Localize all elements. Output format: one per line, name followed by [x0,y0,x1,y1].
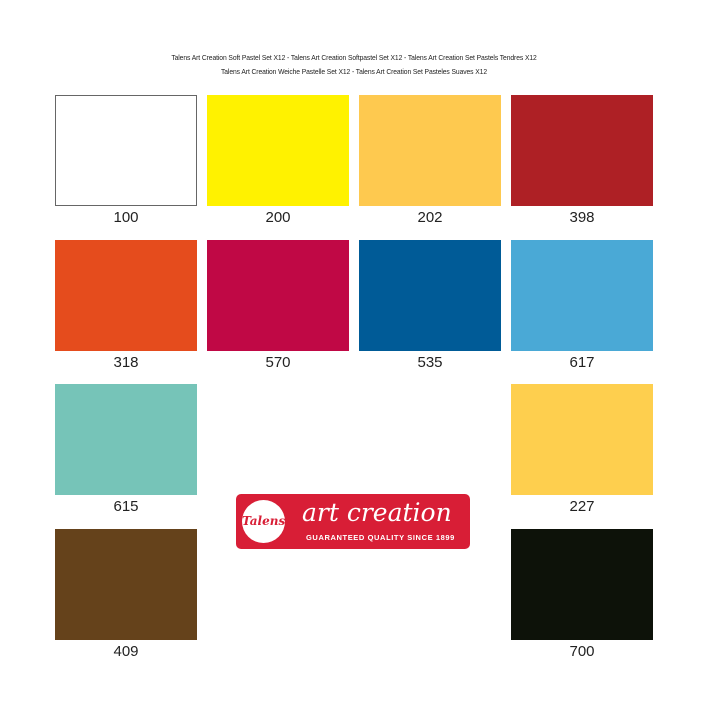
color-swatch [359,239,501,351]
color-swatch [511,239,653,351]
header-line-2: Talens Art Creation Weiche Pastelle Set … [220,67,488,76]
brand-name: art creation [302,498,452,527]
swatch-318: 318 [55,239,197,371]
brand-tagline: GUARANTEED QUALITY SINCE 1899 [306,533,455,542]
swatch-398: 398 [511,95,653,226]
swatch-227: 227 [511,384,653,515]
swatch-700: 700 [511,528,653,660]
color-swatch [511,95,653,206]
color-swatch [55,528,197,640]
color-code-label: 617 [569,353,595,371]
color-code-label: 700 [569,642,595,660]
swatch-100: 100 [55,95,197,226]
swatch-617: 617 [511,239,653,371]
color-code-label: 409 [113,642,139,660]
color-code-label: 615 [113,498,139,515]
color-swatch [55,384,197,495]
swatch-202: 202 [359,95,501,226]
color-code-label: 570 [265,353,291,371]
color-code-label: 318 [113,353,139,371]
swatch-409: 409 [55,528,197,660]
swatch-570: 570 [207,239,349,371]
color-code-label: 200 [265,209,291,226]
talens-seal-logo: Talens [242,500,285,543]
talens-art-creation-logo: Talens art creation GUARANTEED QUALITY S… [236,494,470,549]
color-swatch [55,239,197,351]
color-code-label: 100 [113,209,139,226]
header-line-1: Talens Art Creation Soft Pastel Set X12 … [171,53,537,62]
color-swatch [207,95,349,206]
color-swatch [55,95,197,206]
color-code-label: 398 [569,209,595,226]
swatch-535: 535 [359,239,501,371]
color-code-label: 202 [417,209,443,226]
color-swatch [511,528,653,640]
color-swatch [207,239,349,351]
color-code-label: 227 [569,498,595,515]
color-swatch [359,95,501,206]
color-swatch [511,384,653,495]
color-code-label: 535 [417,353,443,371]
swatch-615: 615 [55,384,197,515]
swatch-200: 200 [207,95,349,226]
